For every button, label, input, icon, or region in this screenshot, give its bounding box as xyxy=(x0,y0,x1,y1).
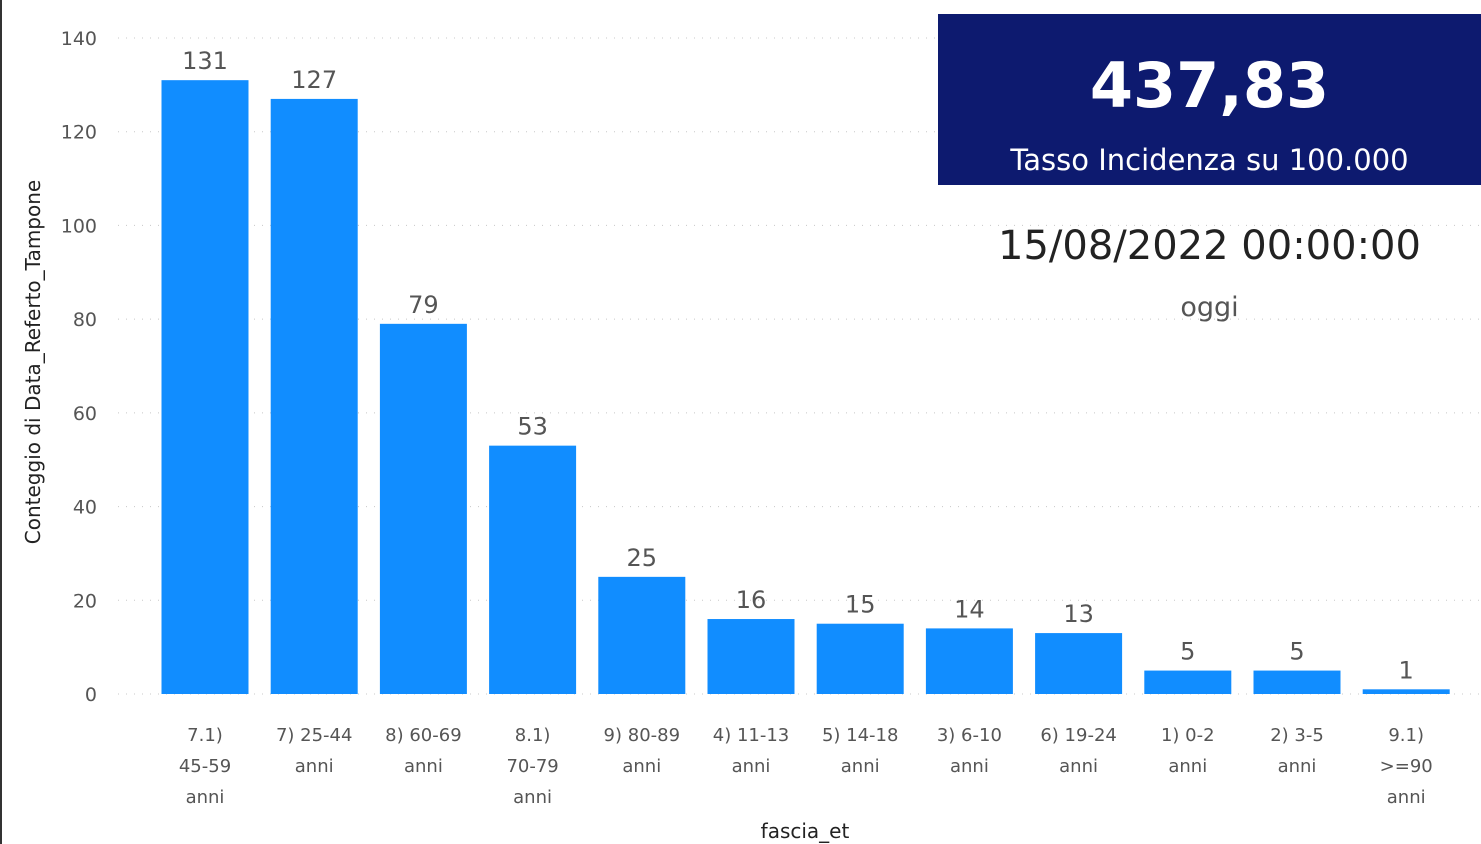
kpi-card: 437,83 Tasso Incidenza su 100.000 xyxy=(938,14,1481,185)
x-tick-label-line: 4) 11-13 xyxy=(713,725,790,746)
bar[interactable] xyxy=(1144,670,1232,694)
y-axis-title: Conteggio di Data_Referto_Tampone xyxy=(21,180,45,544)
data-label: 14 xyxy=(954,595,985,623)
date-caption: oggi xyxy=(1180,292,1239,323)
x-tick-label-line: 45-59 xyxy=(179,756,231,777)
data-label: 79 xyxy=(408,291,439,319)
y-tick-label: 20 xyxy=(73,590,97,612)
data-label: 1 xyxy=(1399,656,1414,684)
x-tick-label-line: anni xyxy=(732,756,771,777)
y-tick-label: 0 xyxy=(85,684,97,706)
x-tick-label-line: anni xyxy=(404,756,443,777)
bar[interactable] xyxy=(816,623,904,694)
x-tick-label-line: anni xyxy=(622,756,661,777)
x-tick-label-line: 9) 80-89 xyxy=(604,725,681,746)
x-tick-label-line: anni xyxy=(1278,756,1317,777)
x-tick-label-line: 6) 19-24 xyxy=(1040,725,1117,746)
x-tick-label-line: 1) 0-2 xyxy=(1161,725,1215,746)
x-tick-label: 6) 19-24 anni xyxy=(1040,725,1117,777)
data-label: 15 xyxy=(845,591,876,619)
x-tick-label-line: 7) 25-44 xyxy=(276,725,353,746)
x-axis-title: fascia_et xyxy=(761,819,850,843)
y-tick-label: 140 xyxy=(61,28,97,50)
bar[interactable] xyxy=(379,323,467,694)
x-tick-label: 7.1) 45-59 anni xyxy=(179,725,231,808)
x-tick-label: 9.1) >=90 anni xyxy=(1380,725,1433,808)
x-tick-label: 2) 3-5 anni xyxy=(1270,725,1324,777)
frame-border xyxy=(0,0,2,844)
x-tick-label-line: 9.1) xyxy=(1388,725,1424,746)
x-tick-label-line: 70-79 xyxy=(506,756,558,777)
x-tick-label-line: 8) 60-69 xyxy=(385,725,462,746)
x-tick-label: 3) 6-10 anni xyxy=(937,725,1002,777)
date-value: 15/08/2022 00:00:00 xyxy=(998,223,1421,269)
bar[interactable] xyxy=(1035,633,1123,694)
x-tick-label: 5) 14-18 anni xyxy=(822,725,899,777)
bars xyxy=(161,80,1450,694)
x-tick-label: 8) 60-69 anni xyxy=(385,725,462,777)
x-tick-label-line: anni xyxy=(1387,787,1426,808)
x-tick-label-line: anni xyxy=(841,756,880,777)
bar[interactable] xyxy=(489,445,577,694)
x-tick-label-line: 2) 3-5 xyxy=(1270,725,1324,746)
x-tick-label-line: anni xyxy=(295,756,334,777)
y-axis-ticks: 0 20 40 60 80 100 120 140 xyxy=(61,28,97,706)
x-tick-label-line: anni xyxy=(186,787,225,808)
y-tick-label: 80 xyxy=(73,309,97,331)
x-tick-label: 4) 11-13 anni xyxy=(713,725,790,777)
x-tick-label-line: anni xyxy=(950,756,989,777)
bar[interactable] xyxy=(707,619,795,694)
x-tick-label-line: anni xyxy=(1059,756,1098,777)
data-label: 5 xyxy=(1289,638,1304,666)
data-label: 131 xyxy=(182,47,228,75)
bar[interactable] xyxy=(270,98,358,694)
y-tick-label: 60 xyxy=(73,403,97,425)
x-tick-label-line: 5) 14-18 xyxy=(822,725,899,746)
x-tick-label: 9) 80-89 anni xyxy=(604,725,681,777)
y-tick-label: 120 xyxy=(61,122,97,144)
y-tick-label: 40 xyxy=(73,497,97,519)
kpi-label: Tasso Incidenza su 100.000 xyxy=(1010,143,1409,177)
x-tick-label-line: >=90 xyxy=(1380,756,1433,777)
x-tick-label-line: 7.1) xyxy=(187,725,223,746)
x-tick-label: 1) 0-2 anni xyxy=(1161,725,1215,777)
x-tick-label-line: 8.1) xyxy=(515,725,551,746)
x-tick-label-line: anni xyxy=(513,787,552,808)
data-label: 127 xyxy=(291,66,337,94)
x-tick-label: 7) 25-44 anni xyxy=(276,725,353,777)
x-tick-label-line: 3) 6-10 xyxy=(937,725,1002,746)
data-labels: 131 127 79 53 25 16 15 14 13 5 5 1 xyxy=(182,47,1414,684)
y-tick-label: 100 xyxy=(61,215,97,237)
bar[interactable] xyxy=(1253,670,1341,694)
bar[interactable] xyxy=(1362,689,1450,694)
bar[interactable] xyxy=(598,576,686,694)
data-label: 53 xyxy=(517,413,548,441)
data-label: 16 xyxy=(736,586,767,614)
kpi-value: 437,83 xyxy=(1089,49,1330,122)
x-tick-label: 8.1) 70-79 anni xyxy=(506,725,558,808)
bar[interactable] xyxy=(161,80,249,694)
x-tick-label-line: anni xyxy=(1168,756,1207,777)
data-label: 13 xyxy=(1063,600,1094,628)
bar[interactable] xyxy=(925,628,1013,694)
data-label: 25 xyxy=(627,544,658,572)
data-label: 5 xyxy=(1180,638,1195,666)
